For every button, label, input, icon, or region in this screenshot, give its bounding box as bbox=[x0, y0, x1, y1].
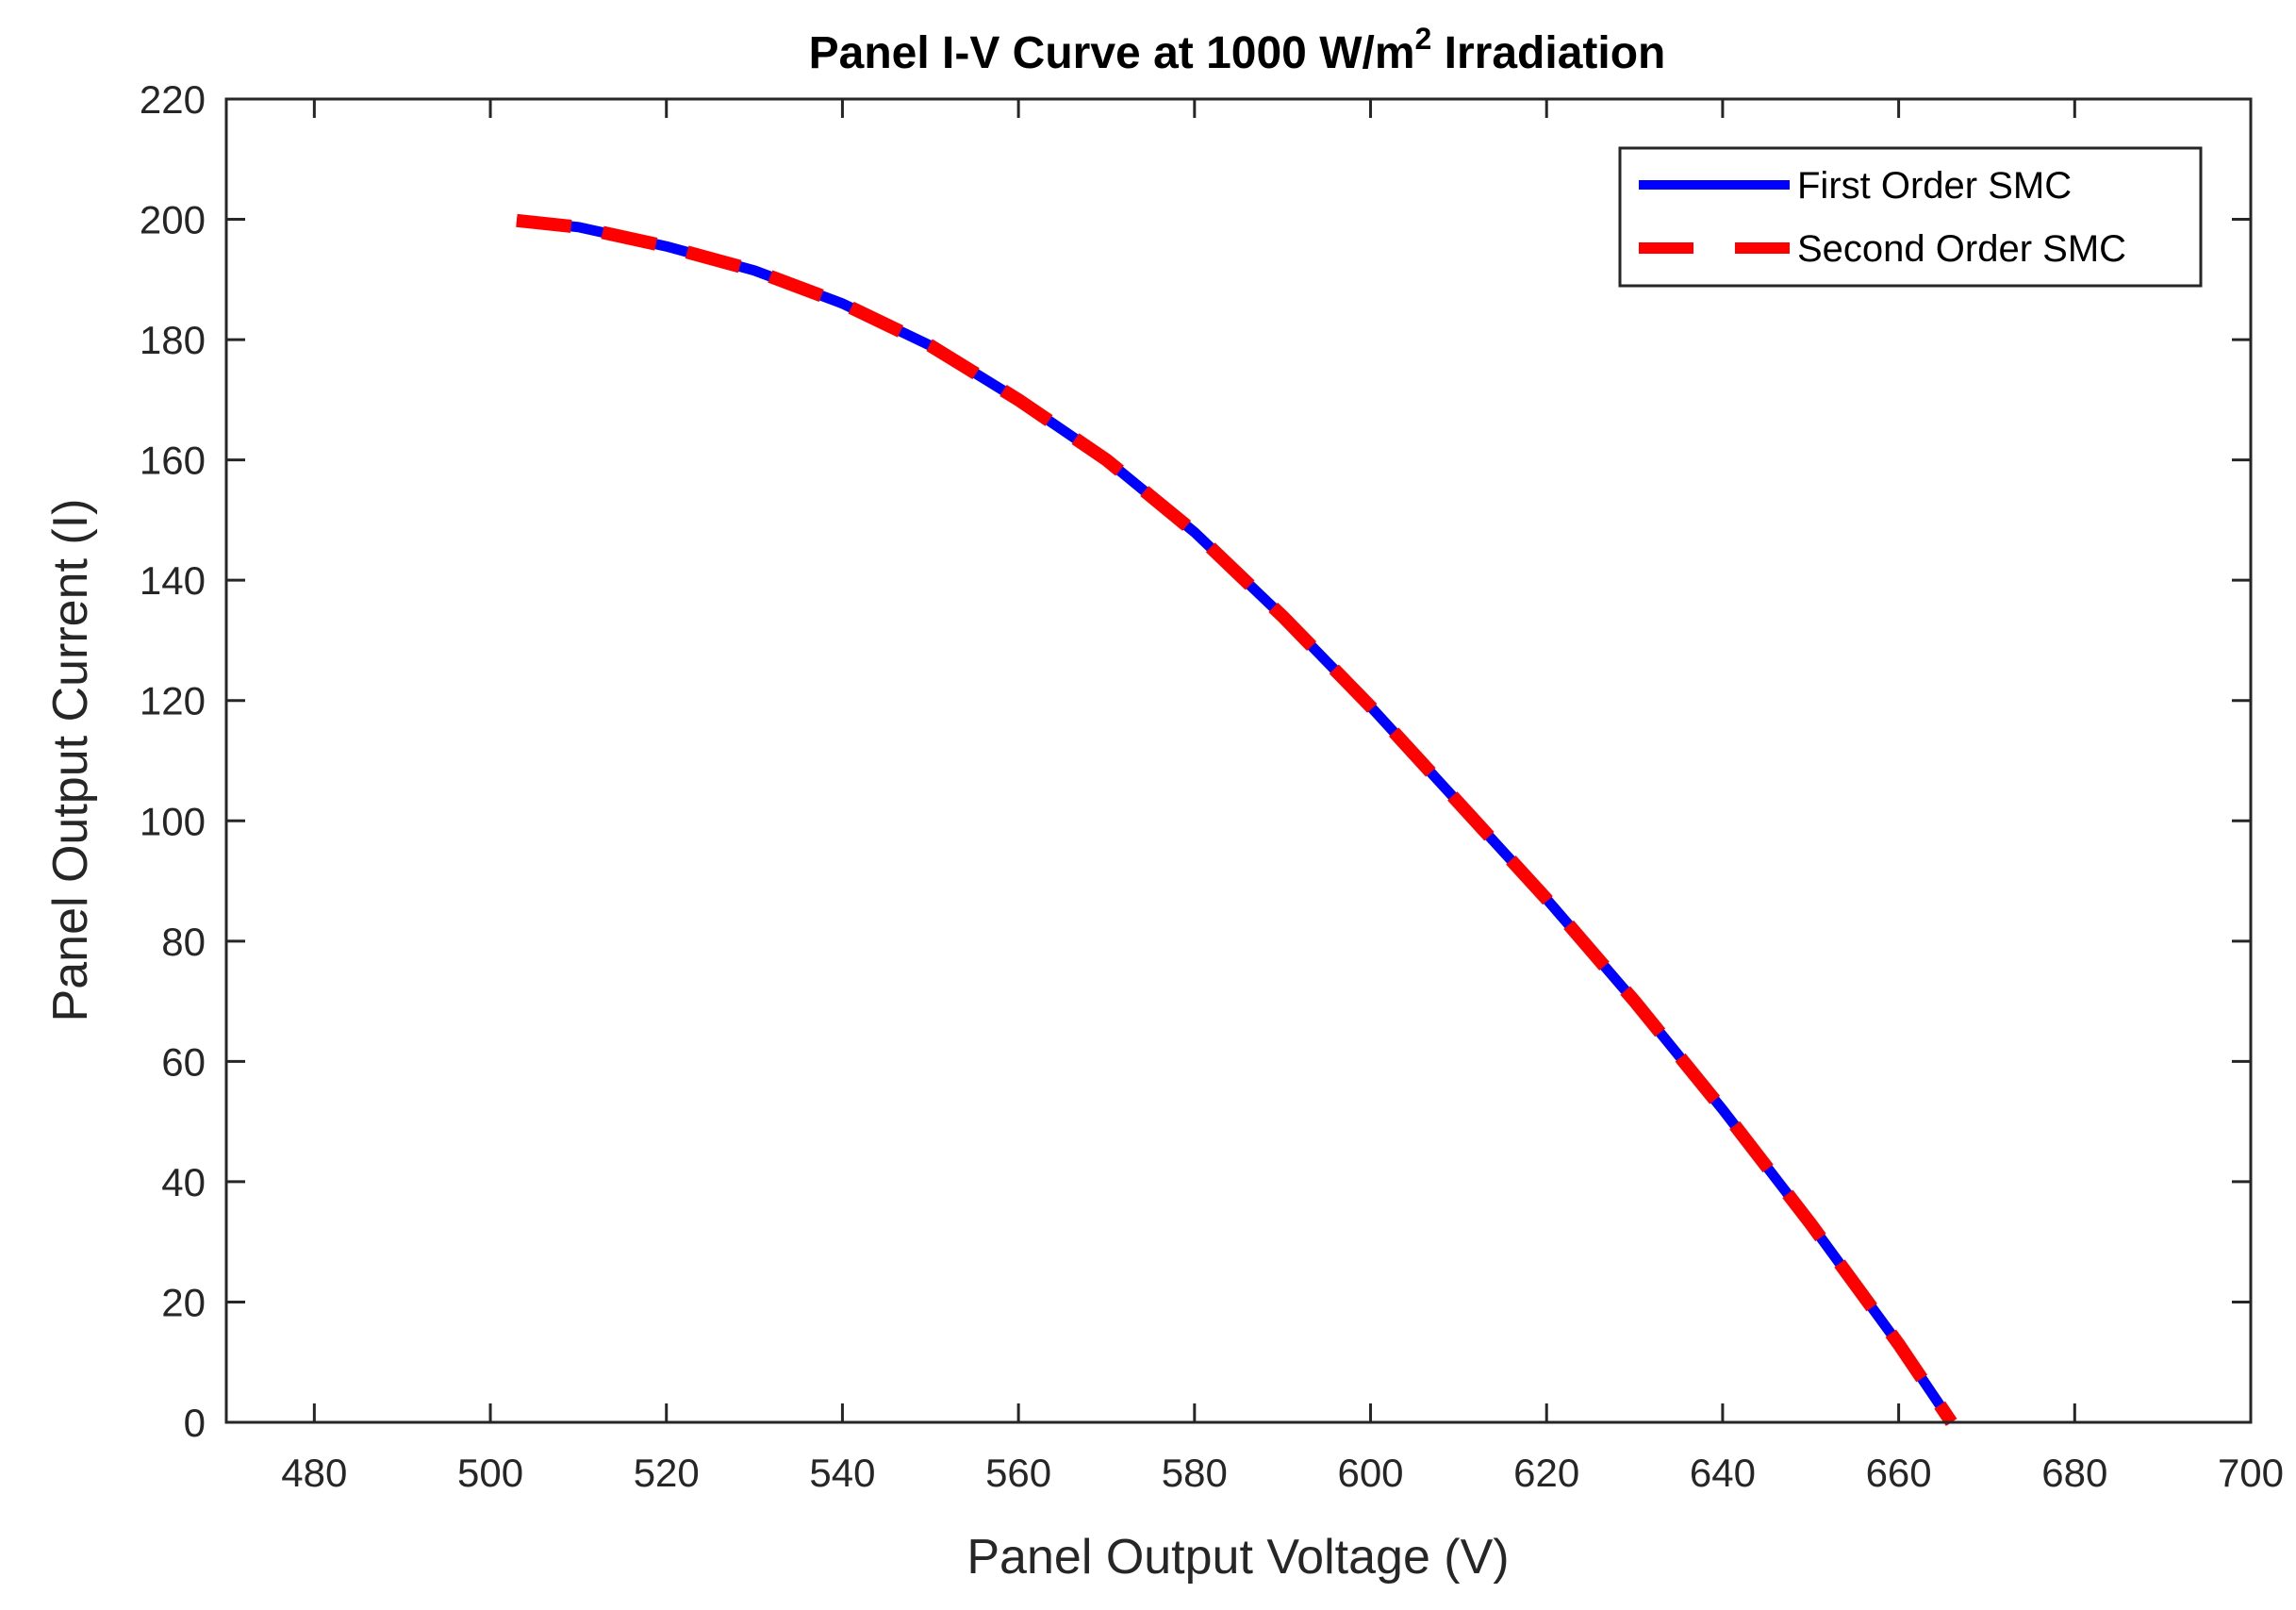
legend-label-second-order: Second Order SMC bbox=[1797, 228, 2126, 270]
x-tick-label: 500 bbox=[457, 1451, 523, 1495]
y-tick-label: 180 bbox=[140, 318, 206, 362]
y-axis-label: Panel Output Current (I) bbox=[43, 499, 98, 1022]
y-tick-label: 80 bbox=[161, 920, 206, 964]
x-axis-label: Panel Output Voltage (V) bbox=[966, 1530, 1509, 1585]
plot-area-frame bbox=[224, 97, 2253, 1424]
x-tick-label: 540 bbox=[809, 1451, 875, 1495]
series-line-first-order-smc bbox=[516, 215, 1957, 1426]
y-tick-label: 160 bbox=[140, 439, 206, 483]
legend: First Order SMC Second Order SMC bbox=[1618, 146, 2203, 288]
chart-title-superscript: 2 bbox=[1415, 22, 1432, 56]
chart-title-main: Panel I-V Curve at 1000 W/m bbox=[809, 28, 1415, 78]
y-tick-label: 20 bbox=[161, 1280, 206, 1324]
x-tick-label: 600 bbox=[1337, 1451, 1403, 1495]
x-tick-label: 580 bbox=[1162, 1451, 1228, 1495]
x-tick-label: 680 bbox=[2041, 1451, 2107, 1495]
x-tick-label: 700 bbox=[2218, 1451, 2284, 1495]
x-tick-label: 520 bbox=[634, 1451, 700, 1495]
y-tick-label: 200 bbox=[140, 198, 206, 242]
legend-label-first-order: First Order SMC bbox=[1797, 165, 2072, 207]
x-tick-label: 480 bbox=[281, 1451, 347, 1495]
y-tick-label: 120 bbox=[140, 679, 206, 723]
y-tick-label: 0 bbox=[184, 1401, 206, 1445]
x-tick-label: 620 bbox=[1513, 1451, 1579, 1495]
axis-ticks: 480 500 520 540 560 580 600 620 640 660 680 700 0 20 4… bbox=[140, 77, 2284, 1495]
y-tick-label: 100 bbox=[140, 799, 206, 843]
y-tick-label: 140 bbox=[140, 558, 206, 603]
y-tick-label: 60 bbox=[161, 1039, 206, 1084]
x-tick-label: 560 bbox=[985, 1451, 1051, 1495]
x-tick-label: 660 bbox=[1866, 1451, 1932, 1495]
chart-title: Panel I-V Curve at 1000 W/m2 Irradiation bbox=[809, 22, 1666, 78]
series-lines bbox=[516, 213, 1957, 1426]
series-line-second-order-smc bbox=[516, 213, 1957, 1426]
chart-title-suffix: Irradiation bbox=[1431, 28, 1665, 78]
y-tick-label: 40 bbox=[161, 1160, 206, 1204]
y-tick-label: 220 bbox=[140, 77, 206, 122]
legend-box bbox=[1618, 146, 2203, 288]
x-tick-label: 640 bbox=[1690, 1451, 1756, 1495]
